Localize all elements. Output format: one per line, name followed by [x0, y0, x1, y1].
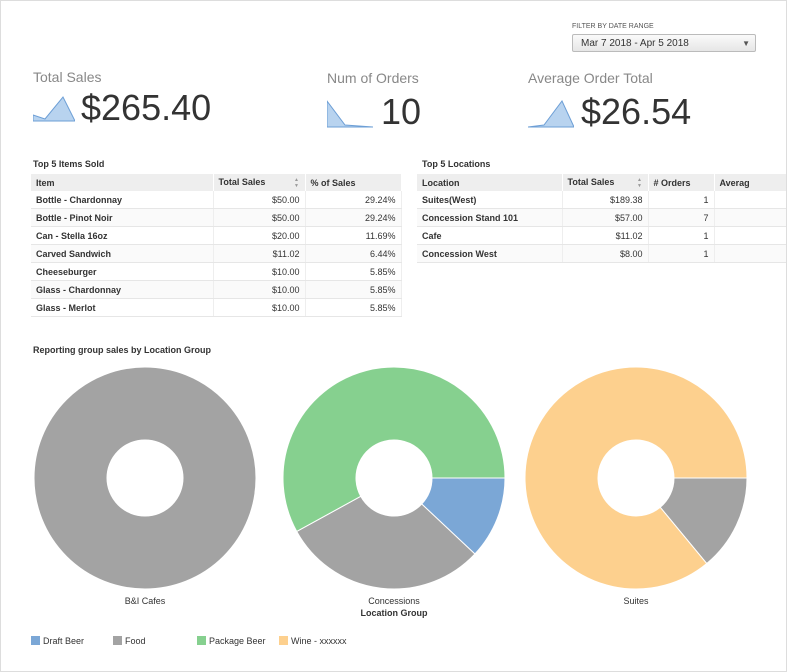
column-header: % of Sales [305, 174, 402, 191]
sparkline [33, 96, 75, 122]
table-cell: 6.44% [305, 244, 402, 263]
table-cell: Concession West [417, 244, 563, 263]
table-cell [714, 191, 786, 209]
column-header: # Orders [648, 174, 715, 191]
date-range-select[interactable]: Mar 7 2018 - Apr 5 2018 ▼ [572, 34, 756, 52]
table-cell: 5.85% [305, 280, 402, 299]
table-cell: Glass - Merlot [31, 298, 214, 317]
table-cell: 11.69% [305, 226, 402, 245]
items-table: Item Total Sales ▲▼% of Sales Bottle - Char… [31, 174, 402, 317]
donut-segment [296, 495, 476, 590]
table-cell: $50.00 [213, 191, 306, 209]
table-cell: Cheeseburger [31, 262, 214, 281]
table-cell: $189.38 [562, 191, 649, 209]
table-cell: $11.02 [213, 244, 306, 263]
table-row: Cheeseburger $10.00 5.85% [31, 262, 402, 281]
column-header: Averag [714, 174, 786, 191]
table-cell: Carved Sandwich [31, 244, 214, 263]
table-row: Concession West $8.00 1 [417, 244, 786, 263]
table-cell: $10.00 [213, 298, 306, 317]
legend-label: Food [125, 636, 146, 646]
kpi-value: $26.54 [581, 91, 692, 132]
table-cell [714, 226, 786, 245]
table-cell: 5.85% [305, 298, 402, 317]
sparkline [528, 100, 574, 128]
donut-charts: B&I Cafes Concessions Suites Location Group… [31, 366, 748, 646]
filter-label: FILTER BY DATE RANGE [572, 23, 654, 30]
kpi-label: Average Order Total [528, 70, 653, 86]
legend-swatch [31, 636, 40, 645]
table-row: Cafe $11.02 1 [417, 226, 786, 245]
table-cell: 1 [648, 191, 715, 209]
category-label: Suites [623, 596, 649, 606]
table-row: Suites(West) $189.38 1 [417, 191, 786, 209]
table-title: Top 5 Locations [422, 159, 491, 169]
table-cell: $50.00 [213, 208, 306, 227]
table-cell: Suites(West) [417, 191, 563, 209]
column-header: Location [417, 174, 563, 191]
table-cell: Cafe [417, 226, 563, 245]
header-row: Item Total Sales ▲▼% of Sales [31, 174, 402, 191]
table-cell [714, 208, 786, 227]
category-label: B&I Cafes [125, 596, 166, 606]
locations-table: Location Total Sales ▲▼ # Orders Averag Suite… [417, 174, 786, 263]
table-title: Top 5 Items Sold [33, 159, 105, 169]
column-header: Total Sales ▲▼ [213, 174, 306, 191]
table-cell: 29.24% [305, 208, 402, 227]
table-cell: Concession Stand 101 [417, 208, 563, 227]
table-cell: $57.00 [562, 208, 649, 227]
table-cell: $11.02 [562, 226, 649, 245]
kpi-value: $265.40 [81, 87, 212, 128]
chart-title: Reporting group sales by Location Group [33, 345, 212, 355]
table-row: Concession Stand 101 $57.00 7 [417, 208, 786, 227]
table-cell: 1 [648, 226, 715, 245]
axis-title: Location Group [361, 608, 428, 618]
table-cell: 7 [648, 208, 715, 227]
legend-swatch [279, 636, 288, 645]
kpi-value: 10 [381, 91, 422, 132]
legend-swatch [197, 636, 206, 645]
table-cell: 1 [648, 244, 715, 263]
kpi-label: Num of Orders [327, 70, 419, 86]
donut-segment [33, 366, 257, 590]
legend-swatch [113, 636, 122, 645]
legend-label: Draft Beer [43, 636, 84, 646]
table-cell: $8.00 [562, 244, 649, 263]
table-cell: Glass - Chardonnay [31, 280, 214, 299]
legend-label: Wine - xxxxxx [291, 636, 347, 646]
table-cell: Bottle - Chardonnay [31, 191, 214, 209]
kpi-label: Total Sales [33, 69, 102, 85]
donut-segment [524, 366, 748, 590]
table-cell: $10.00 [213, 280, 306, 299]
table-row: Bottle - Chardonnay $50.00 29.24% [31, 191, 402, 209]
donut-segment [659, 477, 748, 565]
table-cell [714, 244, 786, 263]
table-cell: 5.85% [305, 262, 402, 281]
table-row: Glass - Merlot $10.00 5.85% [31, 298, 402, 317]
donut-segment [282, 366, 506, 533]
column-header: Total Sales ▲▼ [562, 174, 649, 191]
sparkline [327, 100, 373, 128]
legend-label: Package Beer [209, 636, 266, 646]
table-row: Can - Stella 16oz $20.00 11.69% [31, 226, 402, 245]
table-cell: Can - Stella 16oz [31, 226, 214, 245]
table-row: Carved Sandwich $11.02 6.44% [31, 244, 402, 263]
table-cell: $10.00 [213, 262, 306, 281]
table-row: Bottle - Pinot Noir $50.00 29.24% [31, 208, 402, 227]
table-cell: $20.00 [213, 226, 306, 245]
table-row: Glass - Chardonnay $10.00 5.85% [31, 280, 402, 299]
date-range-value: Mar 7 2018 - Apr 5 2018 [581, 38, 689, 49]
table-cell: 29.24% [305, 191, 402, 209]
table-cell: Bottle - Pinot Noir [31, 208, 214, 227]
header-row: Location Total Sales ▲▼ # Orders Averag [417, 174, 786, 191]
category-label: Concessions [368, 596, 420, 606]
column-header: Item [31, 174, 214, 191]
